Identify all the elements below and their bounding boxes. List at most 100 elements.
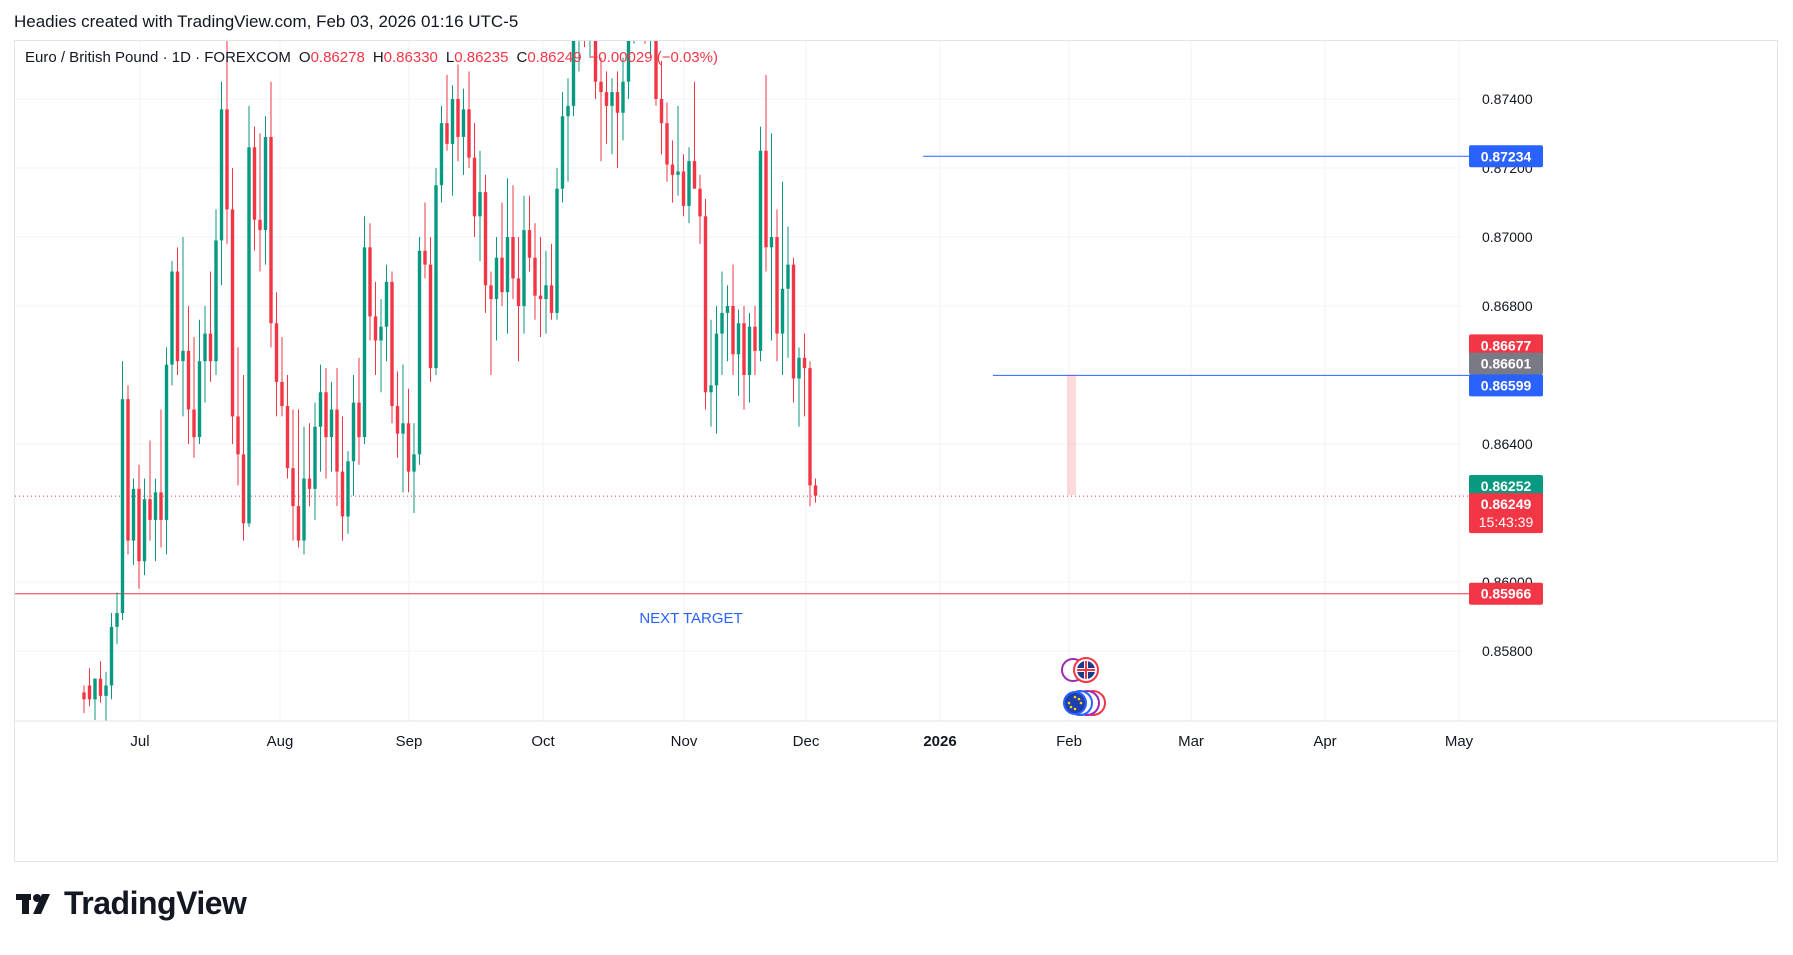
price-badge-bg: [1469, 493, 1543, 534]
candle-body: [390, 281, 394, 407]
candle-body: [522, 230, 526, 306]
economic-events[interactable]: [1061, 657, 1106, 716]
candle-body: [93, 678, 97, 700]
y-tick-label: 0.85800: [1482, 643, 1533, 659]
x-tick-label: Dec: [793, 733, 820, 750]
price-badge-bg: [1469, 374, 1543, 397]
candle-body: [126, 399, 130, 541]
price-badge-value: 0.86677: [1481, 337, 1532, 353]
candle: [104, 671, 108, 721]
candle-body: [621, 81, 625, 113]
candle-body: [549, 285, 554, 313]
candle: [87, 668, 92, 707]
candle-body: [709, 385, 713, 393]
candle: [170, 261, 174, 386]
candle: [720, 271, 724, 375]
candle: [472, 123, 477, 237]
uk-flag-event-icon[interactable]: [1061, 657, 1099, 683]
candle-body: [115, 613, 119, 627]
candle: [742, 306, 746, 410]
candle-body: [533, 257, 537, 296]
legend-low: 0.86235: [454, 49, 508, 66]
candle-body: [725, 306, 730, 313]
candle: [703, 199, 708, 410]
candle: [654, 41, 658, 106]
candle: [610, 78, 614, 155]
candle: [98, 661, 103, 703]
candle: [687, 147, 691, 224]
x-tick-label: Oct: [531, 733, 555, 750]
candle: [208, 271, 213, 382]
tradingview-logo[interactable]: TradingView: [16, 885, 247, 922]
tradingview-logo-text: TradingView: [64, 885, 247, 921]
candle-body: [412, 454, 416, 472]
ohlc-legend: Euro / British Pound · 1D · FOREXCOM O0.8…: [25, 49, 718, 66]
candle-body: [698, 188, 702, 217]
candle: [131, 478, 136, 565]
candle: [126, 385, 130, 555]
chart-frame[interactable]: Jul Aug Sep Oct Nov Dec 2026 Feb Mar Apr May 0.874…: [14, 40, 1778, 862]
candle: [203, 306, 207, 403]
eu-flag-event-icon[interactable]: [1063, 690, 1106, 716]
candle: [714, 306, 719, 434]
candle-body: [247, 147, 251, 524]
candle: [434, 168, 438, 375]
candle: [511, 185, 515, 300]
y-tick-label: 0.87000: [1482, 229, 1533, 245]
candle-body: [742, 323, 746, 375]
candle: [219, 81, 224, 286]
candle: [285, 375, 290, 479]
candle-body: [214, 240, 218, 362]
candle-body: [808, 368, 812, 486]
candle-body: [197, 361, 202, 438]
candle: [599, 57, 603, 162]
candle: [236, 347, 240, 486]
candles: [82, 41, 1076, 721]
candle: [175, 247, 180, 375]
candle: [478, 150, 482, 262]
candle: [681, 154, 686, 217]
candle-body: [703, 216, 708, 393]
price-badge-bg: [1469, 475, 1543, 498]
x-tick-label: Sep: [396, 733, 423, 750]
chart-canvas[interactable]: Jul Aug Sep Oct Nov Dec 2026 Feb Mar Apr May 0.874…: [15, 41, 1777, 861]
candle: [197, 319, 202, 444]
candle: [181, 237, 185, 417]
candle: [423, 202, 427, 279]
candle: [775, 209, 779, 362]
candle-body: [813, 485, 818, 496]
y-tick-label: 0.87400: [1482, 91, 1533, 107]
candle-body: [181, 350, 185, 362]
candle-body: [131, 488, 136, 541]
candle-body: [659, 99, 664, 124]
candle-body: [758, 150, 763, 351]
legend-open: 0.86278: [311, 49, 365, 66]
candle: [753, 306, 757, 375]
x-tick-label: Apr: [1313, 733, 1336, 750]
candle: [225, 41, 229, 244]
candle-body: [208, 333, 213, 362]
price-badge: 0.86252: [1469, 475, 1543, 498]
candle: [401, 364, 405, 493]
candle: [230, 168, 235, 444]
candle: [489, 271, 493, 375]
candle-body: [164, 364, 169, 520]
candle-body: [82, 692, 86, 700]
candle-body: [665, 123, 669, 165]
candle: [692, 81, 697, 189]
candle: [324, 368, 328, 479]
candle: [791, 257, 796, 403]
candle: [296, 409, 301, 548]
candle-body: [615, 92, 620, 113]
candle: [633, 41, 635, 44]
candle-body: [467, 109, 471, 158]
candle-body: [302, 478, 306, 541]
candle: [698, 174, 702, 244]
candle-body: [291, 468, 295, 507]
candle: [571, 41, 576, 117]
candle-body: [478, 192, 482, 217]
candle-body: [560, 116, 565, 189]
candle-body: [604, 92, 609, 106]
candle: [709, 319, 713, 427]
candle: [764, 74, 768, 272]
